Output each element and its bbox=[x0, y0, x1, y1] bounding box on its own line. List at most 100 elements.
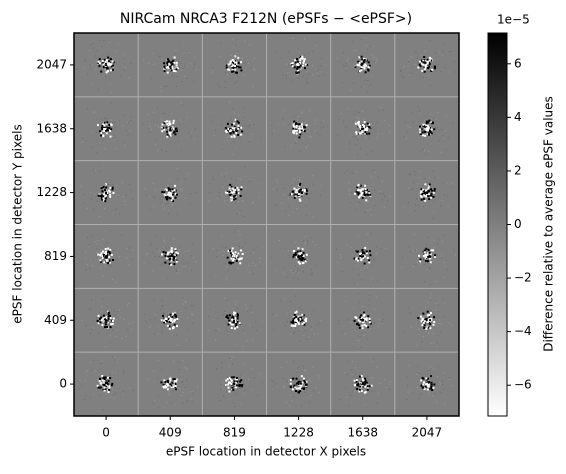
tile-pixel bbox=[422, 61, 425, 64]
tile-pixel bbox=[448, 322, 450, 324]
tile-pixel bbox=[166, 194, 169, 197]
tile-pixel bbox=[257, 183, 259, 185]
tile-pixel bbox=[236, 117, 238, 119]
tile-pixel bbox=[355, 144, 357, 146]
tile-pixel bbox=[368, 192, 371, 195]
tile-pixel bbox=[440, 332, 442, 334]
tile-pixel bbox=[419, 76, 421, 78]
tile-pixel bbox=[154, 317, 156, 319]
tile-pixel bbox=[101, 360, 103, 362]
tile-pixel bbox=[165, 200, 167, 202]
tile-pixel bbox=[297, 261, 300, 264]
tile-pixel bbox=[288, 123, 290, 125]
tile-pixel bbox=[230, 196, 233, 199]
tile-pixel bbox=[365, 199, 368, 202]
tile-pixel bbox=[143, 59, 145, 61]
tile-pixel bbox=[109, 373, 111, 375]
tile-pixel bbox=[366, 127, 369, 130]
tile-pixel bbox=[130, 116, 132, 118]
tile-pixel bbox=[297, 278, 299, 280]
tile-pixel bbox=[409, 173, 411, 175]
tile-pixel bbox=[101, 125, 104, 128]
tile-pixel bbox=[313, 333, 315, 335]
tile-pixel bbox=[175, 259, 178, 262]
tile-pixel bbox=[270, 256, 272, 258]
tile-pixel bbox=[96, 384, 99, 387]
tile-pixel bbox=[105, 384, 108, 387]
tile-pixel bbox=[295, 328, 297, 330]
tile-pixel bbox=[125, 335, 127, 337]
tile-pixel bbox=[169, 179, 171, 181]
tile-pixel bbox=[283, 187, 285, 189]
tile-pixel bbox=[168, 327, 171, 330]
tile-pixel bbox=[91, 299, 93, 301]
tile-pixel bbox=[306, 71, 308, 73]
tile-pixel bbox=[293, 317, 296, 320]
tile-pixel bbox=[361, 316, 364, 319]
tile-pixel bbox=[363, 323, 366, 326]
tile-pixel bbox=[235, 323, 238, 326]
tile-pixel bbox=[372, 386, 374, 388]
tile-pixel bbox=[354, 384, 357, 387]
tile-pixel bbox=[91, 260, 93, 262]
tile-pixel bbox=[299, 381, 302, 384]
tile-pixel bbox=[174, 196, 177, 199]
tile-pixel bbox=[367, 375, 369, 377]
tile-pixel bbox=[305, 320, 308, 323]
tile-pixel bbox=[235, 63, 238, 66]
tile-pixel bbox=[163, 128, 166, 131]
tile-pixel bbox=[352, 121, 354, 123]
tile-pixel bbox=[361, 196, 364, 199]
tile-pixel bbox=[446, 269, 448, 271]
tile-pixel bbox=[419, 315, 422, 318]
tile-pixel bbox=[241, 130, 244, 133]
tile-pixel bbox=[157, 107, 159, 109]
tile-pixel bbox=[304, 381, 307, 384]
tile-pixel bbox=[118, 311, 120, 313]
tile-pixel bbox=[444, 130, 446, 132]
tile-pixel bbox=[324, 64, 326, 66]
tile-pixel bbox=[165, 257, 168, 260]
tile-pixel bbox=[353, 379, 356, 382]
tile-pixel bbox=[288, 405, 290, 407]
tile-pixel bbox=[290, 310, 292, 312]
tile-pixel bbox=[341, 270, 343, 272]
tile-pixel bbox=[374, 58, 376, 60]
tile-pixel bbox=[175, 269, 177, 271]
tile-pixel bbox=[172, 131, 175, 134]
tile-pixel bbox=[161, 190, 164, 193]
tile-pixel bbox=[115, 336, 117, 338]
tile-pixel bbox=[291, 190, 294, 193]
tile-pixel bbox=[423, 326, 426, 329]
tile-pixel bbox=[355, 171, 357, 173]
tile-pixel bbox=[232, 388, 235, 391]
tile-pixel bbox=[111, 320, 114, 323]
tile-pixel bbox=[272, 313, 274, 315]
tile-pixel bbox=[103, 327, 105, 329]
tile-pixel bbox=[312, 183, 314, 185]
tile-pixel bbox=[167, 187, 170, 190]
tile-pixel bbox=[365, 317, 368, 320]
tile-pixel bbox=[363, 377, 366, 380]
tile-pixel bbox=[357, 235, 359, 237]
tile-pixel bbox=[250, 179, 252, 181]
tile-pixel bbox=[99, 317, 102, 320]
tile-pixel bbox=[425, 195, 428, 198]
tile-pixel bbox=[176, 66, 179, 69]
tile-pixel bbox=[436, 244, 438, 246]
tile-pixel bbox=[344, 333, 346, 335]
tile-pixel bbox=[354, 316, 357, 319]
tile-pixel bbox=[238, 212, 240, 214]
tile-pixel bbox=[130, 258, 132, 260]
tile-pixel bbox=[369, 84, 371, 86]
tile-pixel bbox=[229, 101, 231, 103]
tile-pixel bbox=[360, 255, 363, 258]
tile-pixel bbox=[382, 193, 384, 195]
tile-pixel bbox=[420, 188, 423, 191]
tile-pixel bbox=[235, 254, 238, 257]
tile-pixel bbox=[424, 130, 427, 133]
tile-pixel bbox=[433, 383, 436, 386]
tile-pixel bbox=[230, 54, 232, 56]
tile-pixel bbox=[122, 141, 124, 143]
tile-pixel bbox=[420, 189, 423, 192]
